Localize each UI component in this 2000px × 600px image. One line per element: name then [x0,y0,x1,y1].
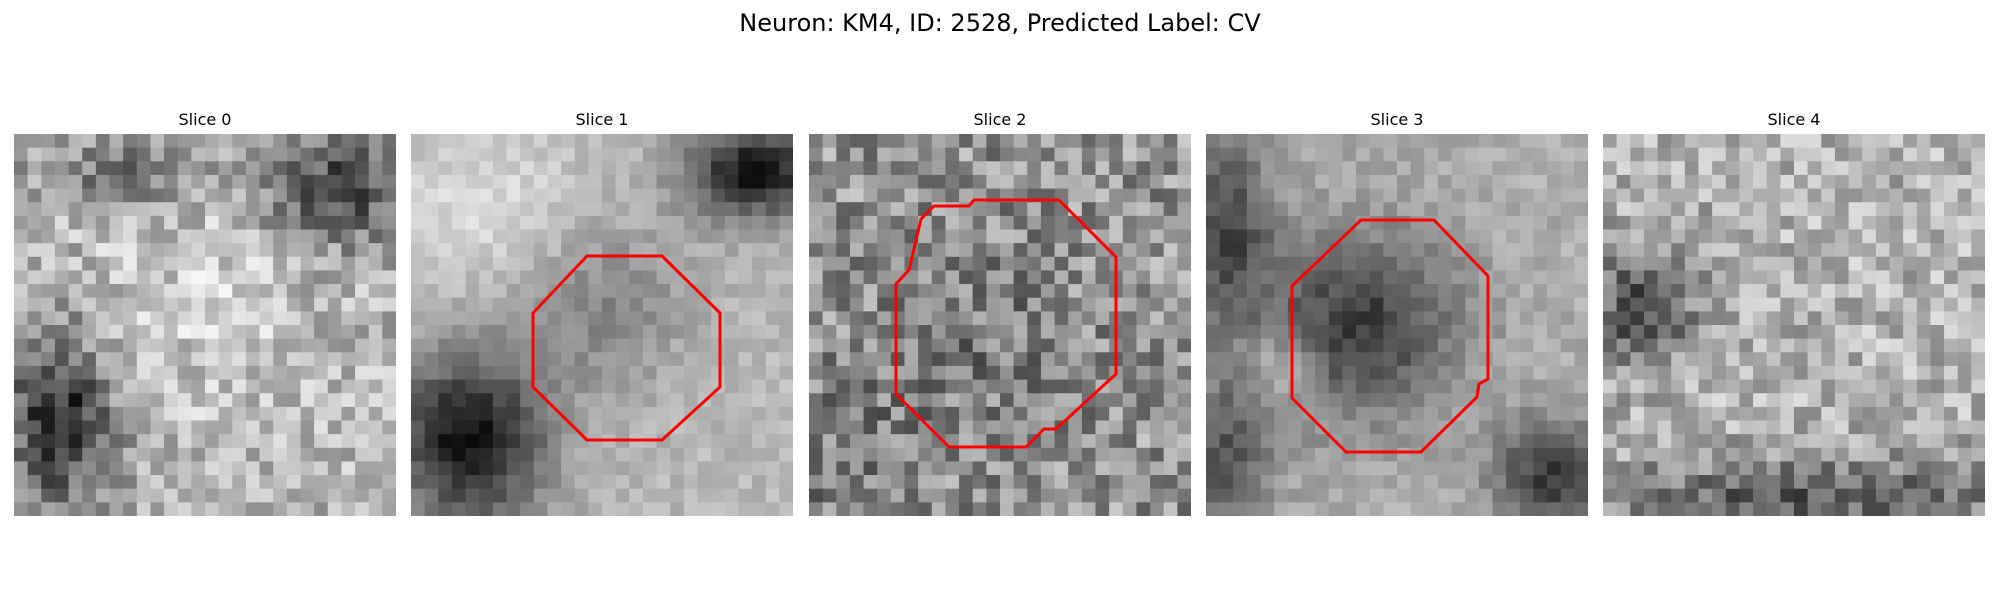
slice-title-0: Slice 0 [178,110,232,129]
slice-image-3 [1206,134,1588,516]
slice-title-4: Slice 4 [1767,110,1821,129]
figure-title: Neuron: KM4, ID: 2528, Predicted Label: … [739,9,1261,37]
slice-title-3: Slice 3 [1370,110,1424,129]
roi-outline [894,198,1118,449]
slice-title-1: Slice 1 [575,110,629,129]
roi-outline [1290,218,1490,454]
roi-outline [531,254,722,442]
slice-image-2 [809,134,1191,516]
slice-title-2: Slice 2 [973,110,1027,129]
slice-image-4 [1603,134,1985,516]
slice-image-1 [411,134,793,516]
slice-image-0 [14,134,396,516]
